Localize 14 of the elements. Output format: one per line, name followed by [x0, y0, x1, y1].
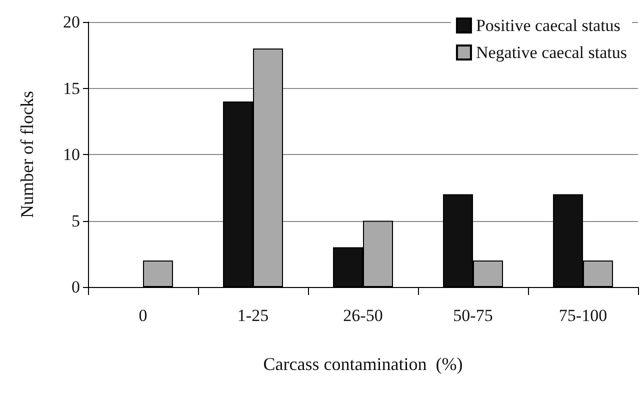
x-tick-label: 0: [138, 306, 148, 325]
x-axis-title: Carcass contamination (%): [263, 354, 463, 374]
y-tick-label: 0: [72, 278, 80, 296]
legend-label: Negative caecal status: [476, 43, 628, 62]
legend-label: Positive caecal status: [476, 16, 620, 35]
y-tick-label: 5: [72, 211, 80, 230]
y-tick-label: 15: [63, 78, 80, 98]
y-tick-label: 10: [63, 145, 80, 164]
x-tick-label: 50-75: [453, 306, 493, 325]
x-tick-label: 26-50: [343, 306, 383, 325]
x-tick-label: 75-100: [558, 306, 608, 325]
x-tick-label: 1-25: [237, 306, 269, 325]
y-tick-label: 20: [63, 12, 80, 32]
y-axis-title: Number of flocks: [17, 91, 37, 218]
